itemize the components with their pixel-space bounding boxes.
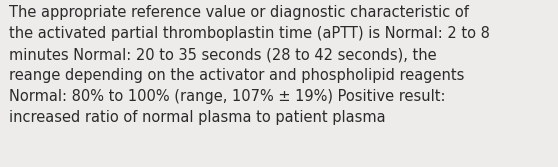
Text: The appropriate reference value or diagnostic characteristic of
the activated pa: The appropriate reference value or diagn… [9,5,490,125]
